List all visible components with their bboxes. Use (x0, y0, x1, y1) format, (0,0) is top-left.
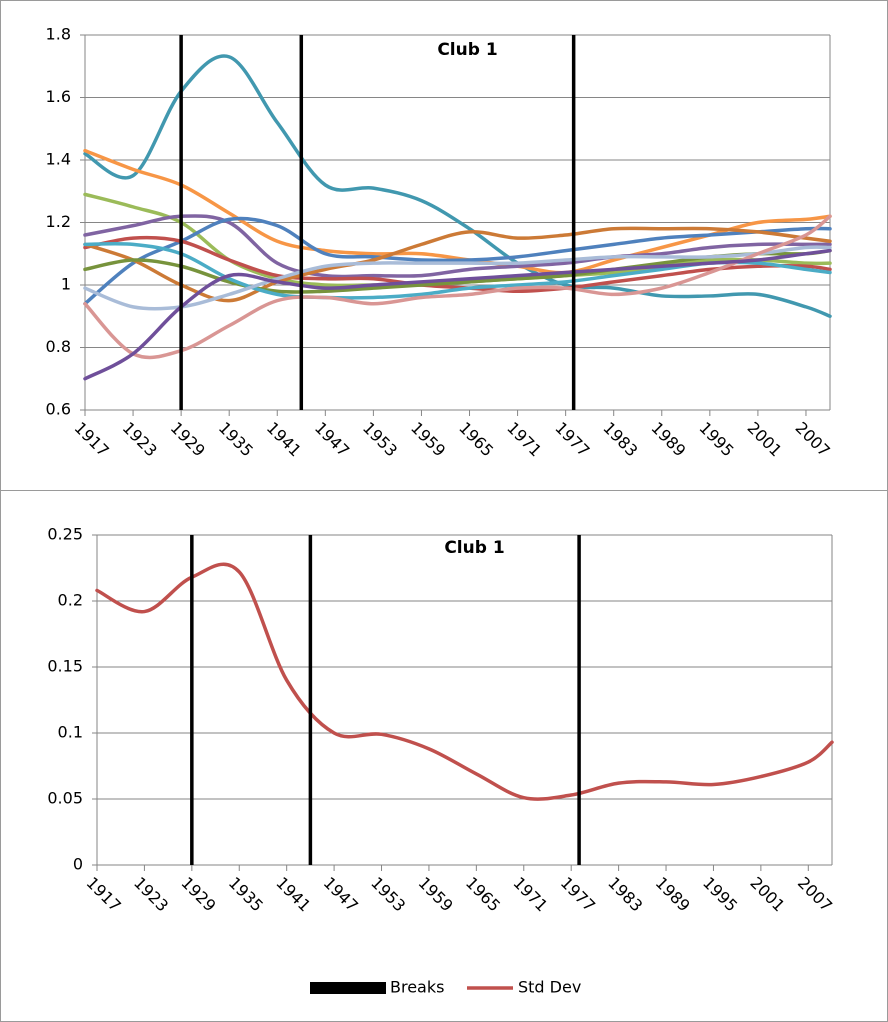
y-tick-label: 1.2 (46, 212, 71, 231)
legend-swatch (310, 982, 386, 994)
x-tick-label: 1953 (367, 873, 409, 915)
x-tick-label: 1983 (604, 873, 646, 915)
x-tick-label: 1941 (263, 418, 305, 460)
x-tick-label: 1965 (462, 873, 504, 915)
legend-label: Breaks (390, 978, 444, 997)
chart-title: Club 1 (444, 538, 504, 558)
y-tick-label: 0.1 (58, 723, 83, 742)
data-line (83, 214, 832, 279)
x-tick-label: 2001 (743, 418, 785, 460)
x-tick-label: 1977 (551, 418, 593, 460)
y-tick-label: 1.8 (46, 25, 71, 44)
x-tick-label: 1941 (272, 873, 314, 915)
x-tick-label: 2001 (746, 873, 788, 915)
x-tick-label: 1917 (83, 873, 125, 915)
x-tick-label: 1995 (695, 418, 737, 460)
x-tick-label: 1923 (119, 418, 161, 460)
y-tick-label: 0 (73, 855, 83, 874)
chart-title: Club 1 (437, 40, 497, 60)
legend-label: Std Dev (518, 978, 581, 997)
x-tick-label: 1947 (311, 418, 353, 460)
x-tick-label: 1959 (415, 873, 457, 915)
y-tick-label: 1 (61, 275, 71, 294)
data-line (83, 245, 832, 311)
y-tick-label: 1.6 (46, 87, 71, 106)
x-tick-label: 1989 (647, 418, 689, 460)
data-line (83, 148, 832, 275)
y-tick-label: 1.4 (46, 150, 71, 169)
x-tick-label: 2007 (792, 418, 834, 460)
data-line (83, 214, 832, 360)
data-line (83, 248, 832, 381)
x-tick-label: 1977 (557, 873, 599, 915)
x-tick-label: 1947 (320, 873, 362, 915)
y-tick-label: 0.25 (47, 525, 83, 544)
data-line (95, 562, 834, 801)
data-line (83, 54, 832, 318)
x-tick-label: 1917 (71, 418, 113, 460)
x-tick-label: 2007 (794, 873, 836, 915)
y-tick-label: 0.15 (47, 657, 83, 676)
x-tick-label: 1935 (225, 873, 267, 915)
y-tick-label: 0.8 (46, 337, 71, 356)
y-tick-label: 0.2 (58, 591, 83, 610)
x-tick-label: 1971 (503, 418, 545, 460)
x-tick-label: 1971 (509, 873, 551, 915)
x-tick-label: 1965 (455, 418, 497, 460)
x-tick-label: 1959 (407, 418, 449, 460)
x-tick-label: 1923 (130, 873, 172, 915)
x-tick-label: 1935 (215, 418, 257, 460)
y-tick-label: 0.6 (46, 400, 71, 419)
x-tick-label: 1929 (167, 418, 209, 460)
x-tick-label: 1995 (699, 873, 741, 915)
x-tick-label: 1953 (359, 418, 401, 460)
y-tick-label: 0.05 (47, 789, 83, 808)
x-tick-label: 1983 (599, 418, 641, 460)
data-line (83, 216, 832, 306)
x-tick-label: 1929 (177, 873, 219, 915)
x-tick-label: 1989 (652, 873, 694, 915)
